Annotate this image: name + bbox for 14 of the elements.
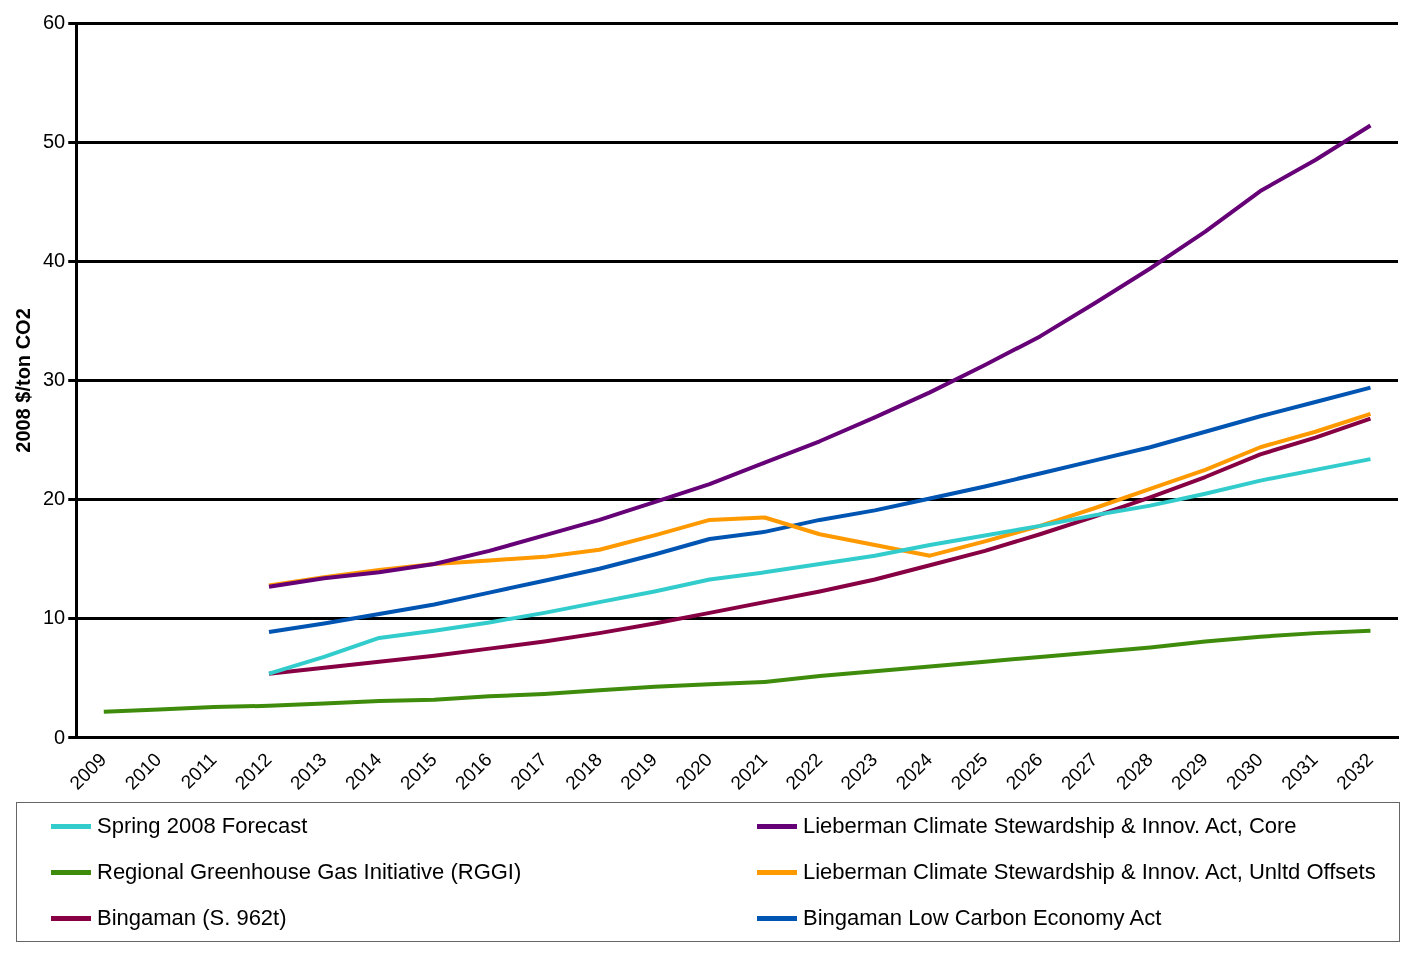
legend-label: Bingaman (S. 962t) [97,905,287,931]
y-tick-label: 10 [43,606,66,629]
y-tick-label: 40 [43,248,66,271]
legend-label: Bingaman Low Carbon Economy Act [803,905,1162,931]
y-tick-label: 30 [43,368,66,391]
legend-label: Lieberman Climate Stewardship & Innov. Act, Unltd Offsets [803,859,1376,885]
legend-label: Spring 2008 Forecast [97,813,308,839]
legend-label: Regional Greenhouse Gas Initiative (RGGI) [97,859,522,885]
y-tick-label: 0 [54,725,66,748]
y-tick-label: 60 [43,10,66,33]
y-tick-label: 50 [43,129,66,152]
legend-label: Lieberman Climate Stewardship & Innov. Act, Core [803,813,1297,839]
y-axis-title: 2008 $/ton CO2 [11,308,34,453]
y-tick-label: 20 [43,487,66,510]
